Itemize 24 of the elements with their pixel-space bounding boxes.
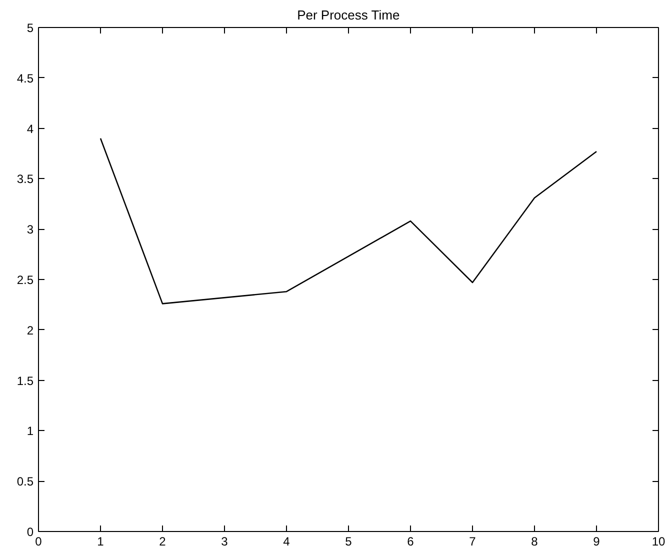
chart-title: Per Process Time: [297, 8, 400, 22]
y-tick-label: 4.5: [16, 71, 34, 86]
y-tick-label: 5: [26, 21, 34, 35]
y-tick-label: 2.5: [16, 273, 34, 287]
x-tick-label: 2: [159, 534, 166, 548]
y-tick-label: 1.5: [16, 374, 34, 388]
x-tick-label: 10: [652, 534, 666, 548]
y-tick-label: 4: [26, 122, 34, 136]
x-tick-label: 8: [531, 534, 538, 548]
x-tick-label: 3: [221, 534, 228, 548]
x-tick-label: 0: [35, 534, 42, 548]
y-tick-label: 3.5: [16, 172, 34, 186]
y-tick-label: 2: [26, 323, 34, 338]
x-tick-label: 7: [469, 534, 476, 548]
x-tick-label: 1: [97, 534, 104, 548]
y-tick-label: 0: [26, 525, 34, 539]
line-series: [100, 138, 598, 304]
x-tick-label: 4: [283, 534, 290, 548]
x-tick-label: 9: [593, 534, 600, 548]
y-tick-label: 3: [26, 222, 34, 237]
x-tick-label: 5: [345, 534, 352, 548]
y-tick-label: 1: [26, 424, 34, 438]
x-tick-label: 6: [407, 534, 414, 548]
y-tick-label: 0.5: [16, 474, 34, 489]
